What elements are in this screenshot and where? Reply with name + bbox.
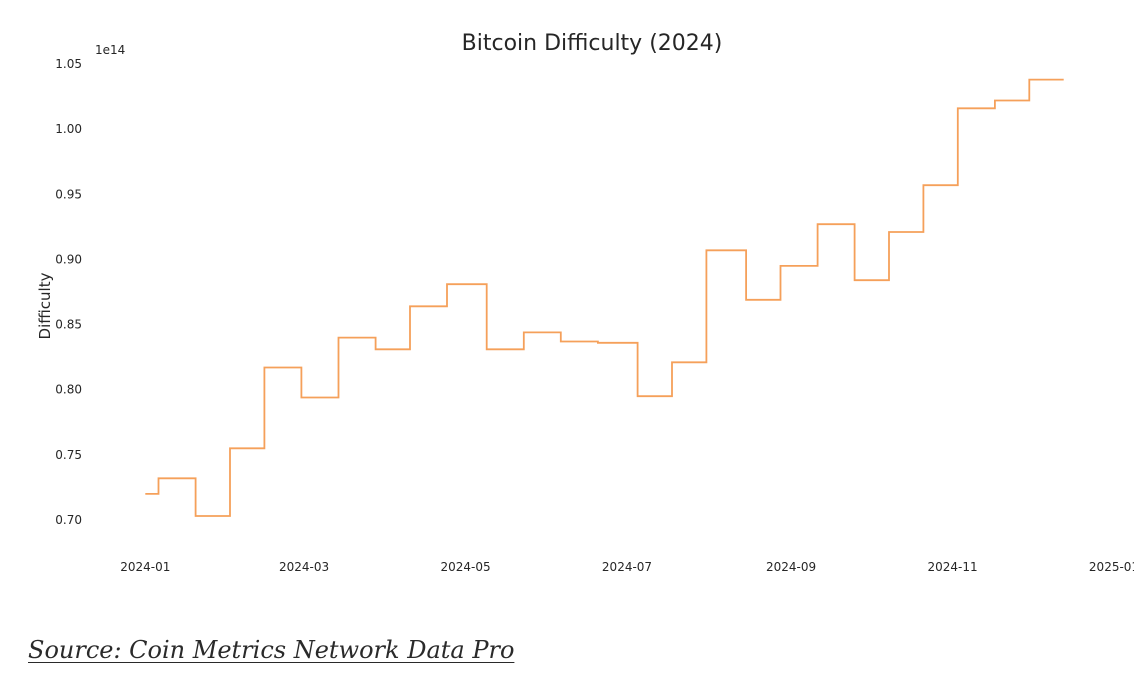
y-tick-label: 0.90 <box>55 252 82 266</box>
y-tick-label: 0.75 <box>55 448 82 462</box>
y-axis-ticks: 0.70 0.75 0.80 0.85 0.90 0.95 1.00 1.05 <box>55 57 82 527</box>
y-tick-label: 0.70 <box>55 513 82 527</box>
x-tick-label: 2024-07 <box>602 560 652 574</box>
y-tick-label: 1.00 <box>55 122 82 136</box>
x-tick-label: 2024-05 <box>440 560 490 574</box>
difficulty-series-line <box>145 78 1064 517</box>
y-axis-label: Difficulty <box>36 272 54 339</box>
source-link[interactable]: Source: Coin Metrics Network Data Pro <box>28 636 515 664</box>
x-axis-ticks: 2024-01 2024-03 2024-05 2024-07 2024-09 2024-… <box>120 560 1134 574</box>
y-tick-label: 0.80 <box>55 383 82 397</box>
x-tick-label: 2024-11 <box>927 560 977 574</box>
x-tick-label: 2024-01 <box>120 560 170 574</box>
y-offset-label: 1e14 <box>95 43 125 57</box>
difficulty-chart: Bitcoin Difficulty (2024) 1e14 Difficult… <box>36 31 1134 574</box>
y-tick-label: 0.85 <box>55 318 82 332</box>
x-tick-label: 2025-01 <box>1089 560 1134 574</box>
chart-title: Bitcoin Difficulty (2024) <box>462 31 723 56</box>
x-tick-label: 2024-03 <box>279 560 329 574</box>
y-tick-label: 0.95 <box>55 187 82 201</box>
y-tick-label: 1.05 <box>55 57 82 71</box>
x-tick-label: 2024-09 <box>766 560 816 574</box>
